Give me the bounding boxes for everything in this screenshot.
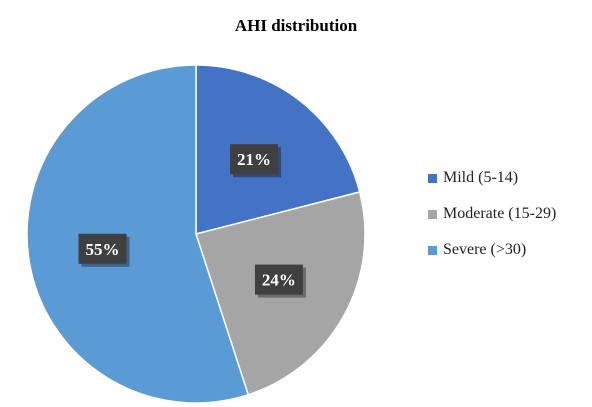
legend-label-severe: Severe (>30) xyxy=(443,241,527,258)
svg-text:21%: 21% xyxy=(237,150,271,169)
pie-slice-severe xyxy=(26,64,250,404)
data-label-mild: 21% xyxy=(230,144,282,178)
legend-swatch-mild xyxy=(428,173,437,183)
legend-label-moderate: Moderate (15-29) xyxy=(443,205,557,222)
legend-label-mild: Mild (5-14) xyxy=(443,169,519,186)
svg-text:24%: 24% xyxy=(262,271,296,290)
chart-title: AHI distribution xyxy=(234,16,358,35)
legend-item-mild: Mild (5-14) xyxy=(428,160,556,196)
legend: Mild (5-14) Moderate (15-29) Severe (>30… xyxy=(428,160,556,268)
legend-item-severe: Severe (>30) xyxy=(428,232,556,268)
legend-swatch-moderate xyxy=(428,209,437,219)
data-label-moderate: 24% xyxy=(254,264,306,298)
legend-swatch-severe xyxy=(428,245,437,255)
data-label-severe: 55% xyxy=(78,233,130,267)
svg-text:55%: 55% xyxy=(86,240,120,259)
legend-item-moderate: Moderate (15-29) xyxy=(428,196,556,232)
